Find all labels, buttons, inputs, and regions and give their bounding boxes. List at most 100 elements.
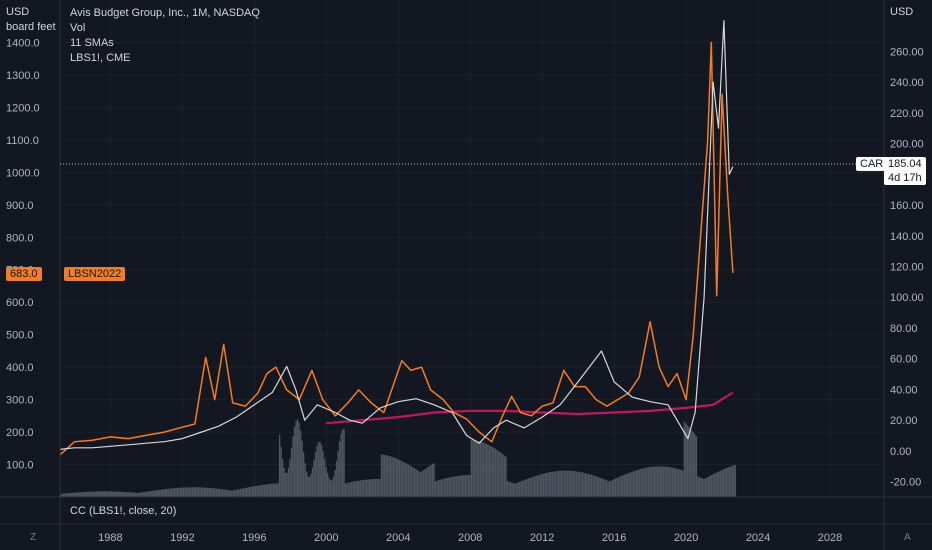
volume-bar [239,488,242,497]
volume-bar [143,491,146,497]
volume-bar [416,470,419,497]
volume-bar [439,479,441,497]
volume-bar [122,491,125,497]
study-lumber[interactable]: LBS1!, CME [70,52,131,64]
volume-bar [121,491,123,497]
volume-bar [284,472,287,497]
left-tick-label: 900.0 [6,200,34,212]
volume-bar [689,428,692,497]
volume-bar [77,492,80,497]
volume-bar [533,476,536,497]
volume-bar [110,491,113,497]
volume-bar [376,478,378,497]
auto-scale-button[interactable]: A [904,532,911,543]
volume-bar [598,477,600,497]
volume-bar [146,491,149,497]
x-tick-label: 2024 [746,532,770,544]
volume-bar [92,491,95,497]
volume-bar [116,491,119,497]
right-tick-label: 260.00 [890,46,924,58]
volume-bar [251,486,254,497]
volume-bar [562,470,564,497]
x-tick-label: 1992 [170,532,194,544]
volume-bar [631,471,633,497]
right-tick-label: 80.00 [890,323,918,335]
volume-bar [475,440,477,497]
volume-bar [74,492,77,497]
volume-bar [674,468,677,497]
volume-bar [280,447,282,497]
volume-bar [170,488,173,497]
volume-bar [265,484,267,497]
x-tick-label: 1996 [242,532,266,544]
volume-bar [206,487,209,497]
volume-bar [602,479,605,497]
volume-bar [404,462,407,497]
volume-bar [734,465,737,497]
volume-bar [436,480,438,497]
volume-bar [428,466,431,497]
volume-bar [319,441,321,497]
volume-bar [700,477,702,497]
volume-bar [263,484,266,497]
volume-bar [635,470,638,497]
volume-bar [409,465,411,497]
zoom-button[interactable]: Z [30,532,37,543]
volume-bar [530,477,533,497]
volume-bar [361,480,363,497]
volume-bar [560,470,563,497]
x-tick-label: 2028 [818,532,842,544]
volume-bar [722,469,725,497]
volume-bar [641,468,644,497]
x-tick-label: 2020 [674,532,698,544]
volume-bar [665,466,668,497]
volume-bar [221,489,224,497]
right-tick-label: 100.00 [890,292,924,304]
volume-bar [557,470,560,497]
volume-bar [332,476,335,497]
study-smas[interactable]: 11 SMAs [70,37,114,49]
volume-bar [503,455,506,497]
volume-bar [586,473,588,497]
volume-bar [659,466,662,497]
volume-bar [73,492,75,497]
volume-bar [161,489,164,497]
volume-bar [515,483,518,497]
volume-bar [365,479,368,497]
volume-bar [589,474,591,497]
volume-bar [338,441,341,497]
volume-bar [119,491,122,497]
study-vol[interactable]: Vol [70,22,86,34]
volume-bar [640,468,642,497]
volume-bar [289,458,291,497]
left-tick-label: 1100.0 [6,135,39,147]
volume-bar [196,487,198,497]
indicator-pane-label[interactable]: CC (LBS1!, close, 20) [70,505,177,517]
volume-bar [235,489,237,497]
volume-bar [620,476,623,497]
volume-bar [367,479,369,497]
volume-bar [163,489,165,497]
volume-bar [185,487,188,497]
volume-bar [182,487,185,497]
x-tick-label: 2004 [386,532,410,544]
volume-bar [517,482,519,497]
volume-bar [148,491,150,497]
volume-bar [721,470,723,497]
left-tick-label: 100.0 [6,460,34,472]
volume-bar [613,479,615,497]
left-axis-unit: USD [6,6,30,18]
left-tick-label: 1400.0 [6,37,40,49]
series-line-car [59,20,734,450]
time-axis: 1988 1992 1996 2000 2004 2008 2012 2016 2020 2024… [98,532,842,544]
volume-bar [286,472,288,497]
volume-bar [184,487,186,497]
volume-bar [583,472,585,497]
volume-bar [145,491,147,497]
volume-bar [410,466,413,497]
volume-bar [109,491,111,497]
volume-bar [383,454,386,497]
left-tick-label: 1300.0 [6,70,40,82]
volume-bar [629,472,632,497]
